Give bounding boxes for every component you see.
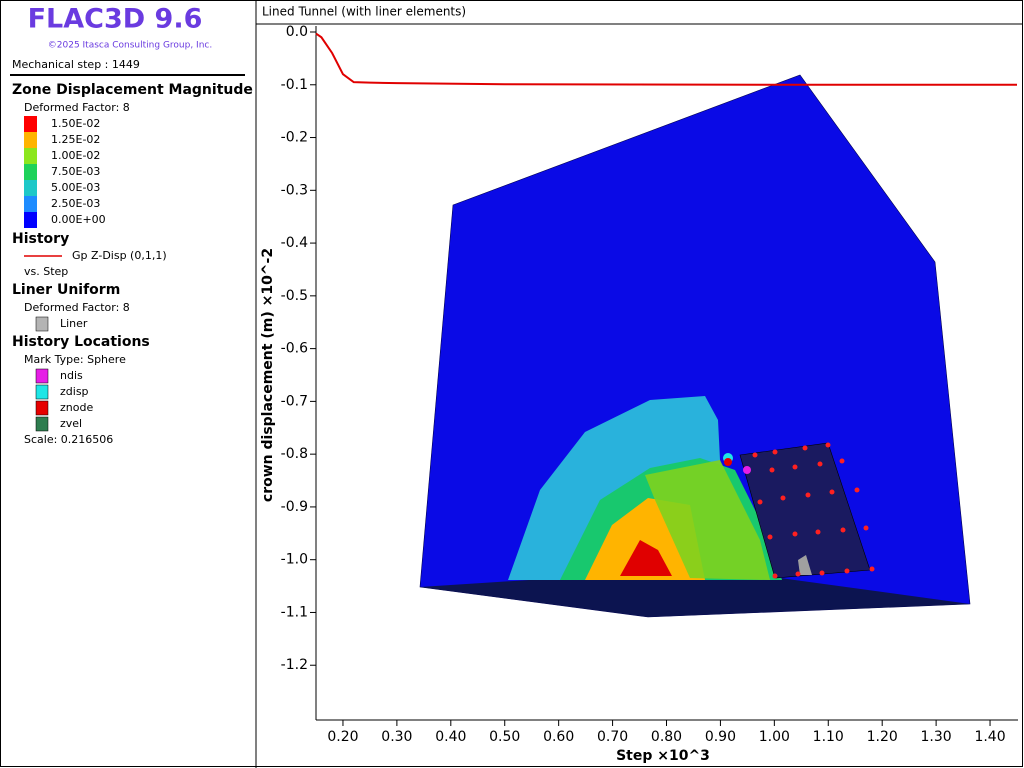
legend-label: 1.00E-02 — [51, 149, 100, 162]
legend-label: znode — [60, 401, 93, 414]
x-tick-label: 1.40 — [974, 729, 1005, 745]
color-swatch — [35, 400, 49, 416]
legend-note: Deformed Factor: 8 — [24, 301, 130, 314]
y-axis-label: crown displacement (m) ×10^-2 — [260, 248, 276, 502]
x-tick-label: 0.30 — [381, 729, 412, 745]
color-swatch — [24, 164, 37, 180]
x-tick-label: 0.40 — [435, 729, 466, 745]
app-title: FLAC3D 9.6 — [28, 4, 203, 35]
x-tick-label: 1.00 — [759, 729, 790, 745]
liner-patch — [798, 555, 812, 575]
x-tick-label: 0.60 — [543, 729, 574, 745]
legend-label: 0.00E+00 — [51, 213, 106, 226]
y-tick-label: -0.4 — [281, 235, 308, 251]
y-tick-label: -0.1 — [281, 77, 308, 93]
liner-nodes — [752, 442, 875, 579]
plot-title: Lined Tunnel (with liner elements) — [262, 5, 466, 19]
legend-label: 7.50E-03 — [51, 165, 100, 178]
x-tick-label: 0.90 — [705, 729, 736, 745]
contour-band — [620, 540, 672, 576]
color-swatch — [35, 416, 49, 432]
legend-label: zdisp — [60, 385, 89, 398]
x-tick-label: 0.20 — [327, 729, 358, 745]
y-tick-label: -0.2 — [281, 130, 308, 146]
color-swatch — [35, 384, 49, 400]
x-tick-label: 1.20 — [867, 729, 898, 745]
color-swatch — [24, 116, 37, 132]
color-swatch — [35, 368, 49, 384]
y-tick-label: -0.6 — [281, 341, 308, 357]
color-swatch — [24, 148, 37, 164]
legend-heading: Liner Uniform — [12, 282, 120, 298]
x-tick-label: 0.80 — [651, 729, 682, 745]
legend-heading: History — [12, 231, 69, 247]
zone-floor — [420, 578, 970, 617]
legend-label: ndis — [60, 369, 83, 382]
legend-note: vs. Step — [24, 265, 68, 278]
legend-note: Mark Type: Sphere — [24, 353, 126, 366]
color-swatch — [24, 196, 37, 212]
history-marker — [743, 466, 751, 474]
legend-label: 1.50E-02 — [51, 117, 100, 130]
x-tick-label: 1.30 — [921, 729, 952, 745]
y-tick-label: -0.7 — [281, 393, 308, 409]
liner-zone — [645, 460, 770, 580]
y-tick-label: -0.9 — [281, 499, 308, 515]
legend-label: 2.50E-03 — [51, 197, 100, 210]
legend-heading: History Locations — [12, 334, 150, 350]
x-tick-label: 0.50 — [489, 729, 520, 745]
x-axis-label: Step ×10^3 — [616, 748, 710, 764]
legend-label: 5.00E-03 — [51, 181, 100, 194]
legend-label: Gp Z-Disp (0,1,1) — [72, 249, 167, 262]
color-swatch — [35, 316, 49, 332]
y-tick-label: -1.1 — [281, 604, 308, 620]
x-tick-label: 1.10 — [813, 729, 844, 745]
y-tick-label: 0.0 — [286, 24, 308, 40]
legend-label: Liner — [60, 317, 88, 330]
y-tick-label: -1.2 — [281, 657, 308, 673]
y-tick-label: -1.0 — [281, 552, 308, 568]
y-tick-label: -0.5 — [281, 288, 308, 304]
legend-footer: Scale: 0.216506 — [24, 433, 113, 446]
model-3d — [419, 74, 971, 618]
legend-heading: Zone Displacement Magnitude — [12, 82, 253, 98]
legend-label: zvel — [60, 417, 82, 430]
y-tick-label: -0.8 — [281, 446, 308, 462]
color-swatch — [24, 180, 37, 196]
color-swatch — [24, 212, 37, 228]
copyright: ©2025 Itasca Consulting Group, Inc. — [48, 41, 212, 51]
color-swatch — [24, 132, 37, 148]
legend-note: Deformed Factor: 8 — [24, 101, 130, 114]
y-tick-label: -0.3 — [281, 182, 308, 198]
step-label: Mechanical step : 1449 — [12, 58, 140, 71]
legend-label: 1.25E-02 — [51, 133, 100, 146]
series-line — [315, 32, 1017, 86]
history-marker — [724, 458, 732, 466]
x-tick-label: 0.70 — [597, 729, 628, 745]
